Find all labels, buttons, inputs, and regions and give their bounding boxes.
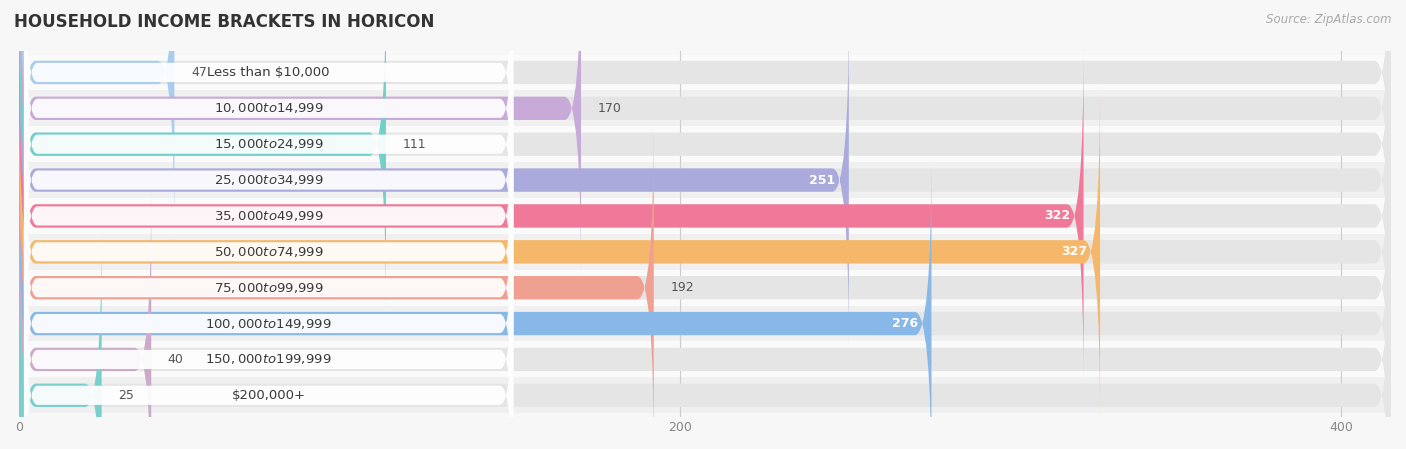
Text: 327: 327	[1060, 245, 1087, 258]
Text: $200,000+: $200,000+	[232, 389, 305, 402]
Text: Less than $10,000: Less than $10,000	[207, 66, 330, 79]
FancyBboxPatch shape	[24, 0, 513, 207]
Text: 251: 251	[810, 174, 835, 187]
Text: HOUSEHOLD INCOME BRACKETS IN HORICON: HOUSEHOLD INCOME BRACKETS IN HORICON	[14, 13, 434, 31]
Bar	[20, 198, 1391, 234]
FancyBboxPatch shape	[20, 0, 1391, 276]
Bar	[20, 54, 1391, 90]
Bar	[20, 126, 1391, 162]
FancyBboxPatch shape	[20, 13, 1391, 348]
FancyBboxPatch shape	[24, 0, 513, 242]
FancyBboxPatch shape	[20, 156, 931, 449]
FancyBboxPatch shape	[20, 120, 654, 449]
FancyBboxPatch shape	[24, 261, 513, 449]
FancyBboxPatch shape	[24, 82, 513, 350]
FancyBboxPatch shape	[20, 48, 1391, 383]
Text: 276: 276	[893, 317, 918, 330]
FancyBboxPatch shape	[20, 48, 1084, 383]
FancyBboxPatch shape	[20, 156, 1391, 449]
FancyBboxPatch shape	[24, 46, 513, 314]
FancyBboxPatch shape	[20, 0, 387, 312]
Text: $15,000 to $24,999: $15,000 to $24,999	[214, 137, 323, 151]
Text: Source: ZipAtlas.com: Source: ZipAtlas.com	[1267, 13, 1392, 26]
Bar	[20, 162, 1391, 198]
FancyBboxPatch shape	[20, 0, 174, 240]
Bar	[20, 270, 1391, 306]
FancyBboxPatch shape	[20, 13, 849, 348]
FancyBboxPatch shape	[20, 228, 1391, 449]
Text: $25,000 to $34,999: $25,000 to $34,999	[214, 173, 323, 187]
Text: 40: 40	[167, 353, 184, 366]
FancyBboxPatch shape	[24, 154, 513, 422]
Text: $10,000 to $14,999: $10,000 to $14,999	[214, 101, 323, 115]
Text: 322: 322	[1045, 209, 1070, 222]
FancyBboxPatch shape	[24, 10, 513, 278]
FancyBboxPatch shape	[24, 189, 513, 449]
Text: 47: 47	[191, 66, 207, 79]
Text: 192: 192	[671, 281, 695, 294]
FancyBboxPatch shape	[20, 120, 1391, 449]
FancyBboxPatch shape	[20, 84, 1099, 419]
Bar	[20, 377, 1391, 413]
Bar	[20, 90, 1391, 126]
Text: 170: 170	[598, 102, 621, 115]
Text: $75,000 to $99,999: $75,000 to $99,999	[214, 281, 323, 295]
Text: 25: 25	[118, 389, 134, 402]
Text: $100,000 to $149,999: $100,000 to $149,999	[205, 317, 332, 330]
Bar	[20, 306, 1391, 342]
FancyBboxPatch shape	[20, 192, 1391, 449]
Text: $150,000 to $199,999: $150,000 to $199,999	[205, 352, 332, 366]
FancyBboxPatch shape	[24, 118, 513, 386]
Text: $35,000 to $49,999: $35,000 to $49,999	[214, 209, 323, 223]
Bar	[20, 234, 1391, 270]
Text: 111: 111	[402, 138, 426, 151]
Bar	[20, 342, 1391, 377]
Text: $50,000 to $74,999: $50,000 to $74,999	[214, 245, 323, 259]
FancyBboxPatch shape	[24, 225, 513, 449]
FancyBboxPatch shape	[20, 0, 1391, 312]
FancyBboxPatch shape	[20, 84, 1391, 419]
FancyBboxPatch shape	[20, 192, 152, 449]
FancyBboxPatch shape	[20, 0, 581, 276]
FancyBboxPatch shape	[20, 228, 101, 449]
FancyBboxPatch shape	[20, 0, 1391, 240]
